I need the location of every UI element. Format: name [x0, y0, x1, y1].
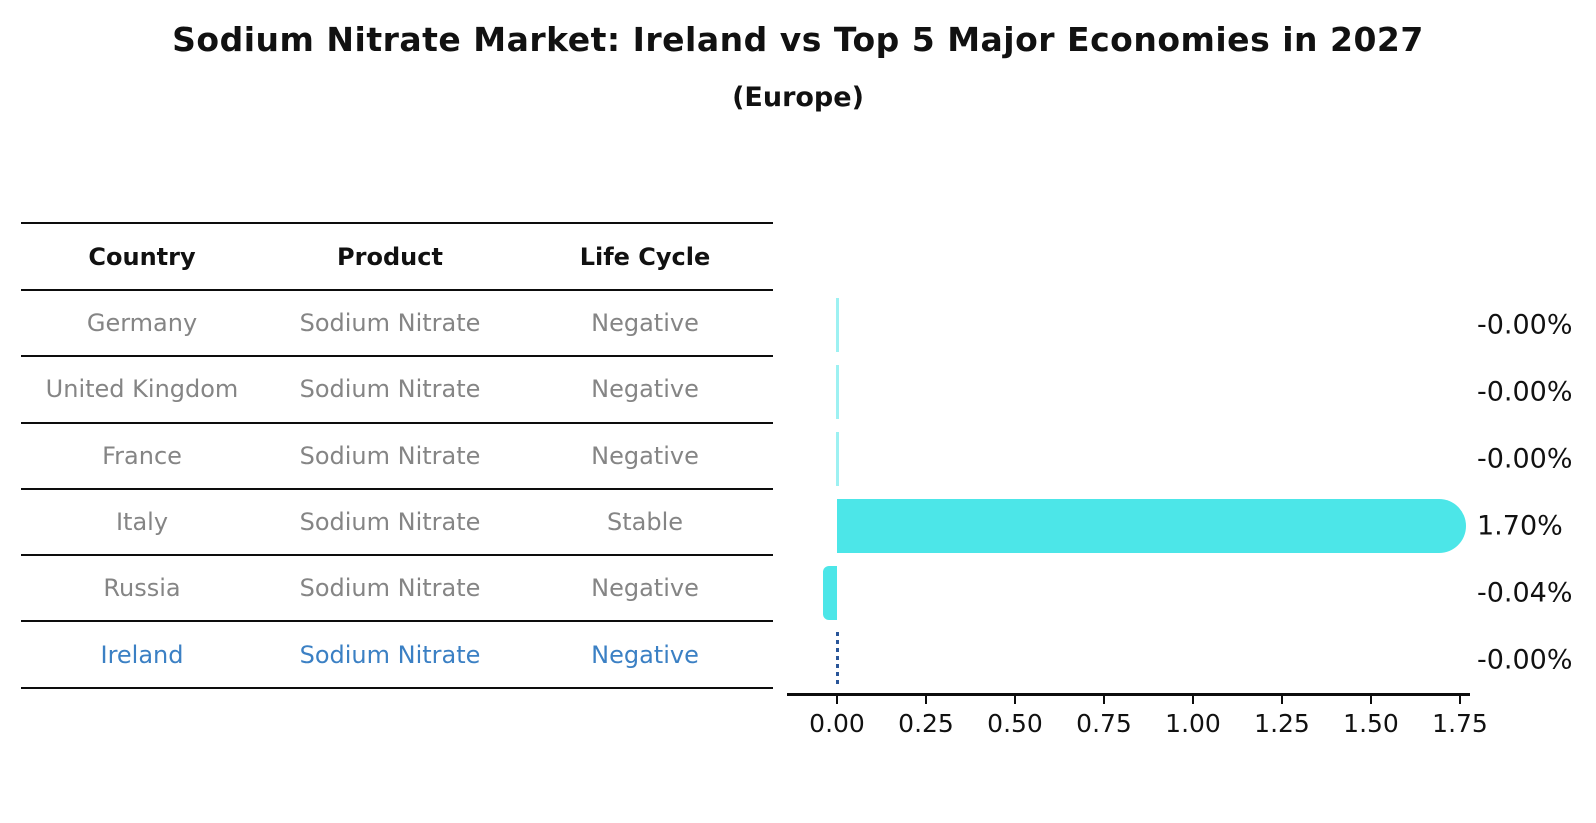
table-cell-life-cycle: Negative	[591, 375, 699, 404]
table-cell-product: Sodium Nitrate	[299, 441, 481, 470]
market-table: Country Product Life Cycle Germany Sodium…	[21, 222, 773, 689]
bar-value-label: -0.00%	[1477, 376, 1573, 407]
column-header-life-cycle: Life Cycle	[579, 242, 711, 271]
table-cell-life-cycle: Negative	[591, 574, 699, 603]
table-cell-product: Sodium Nitrate	[299, 574, 481, 603]
chart-subtitle: (Europe)	[732, 82, 864, 113]
table-cell-product: Sodium Nitrate	[299, 508, 481, 537]
bar-value-label: 1.70%	[1477, 510, 1563, 541]
bar-value-label: -0.00%	[1477, 443, 1573, 474]
x-axis-tick-label: 1.00	[1165, 709, 1221, 738]
x-axis-tick	[925, 696, 927, 704]
table-cell-country: Italy	[115, 508, 169, 537]
x-axis-tick-label: 1.50	[1343, 709, 1399, 738]
bar-value-label: -0.00%	[1477, 644, 1573, 675]
x-axis-tick	[1281, 696, 1283, 704]
table-cell-country: United Kingdom	[45, 375, 239, 404]
x-axis-tick-label: 0.75	[1076, 709, 1132, 738]
bar-germany	[836, 297, 839, 352]
bar-france	[836, 431, 839, 486]
table-cell-life-cycle: Negative	[591, 309, 699, 338]
bar-russia	[823, 565, 837, 620]
chart-title: Sodium Nitrate Market: Ireland vs Top 5 …	[172, 20, 1424, 59]
x-axis-tick	[1459, 696, 1461, 704]
x-axis-tick	[1103, 696, 1105, 704]
plot-area	[787, 291, 1470, 693]
x-axis-tick-label: 1.75	[1432, 709, 1488, 738]
bar-value-label: -0.04%	[1477, 577, 1573, 608]
table-cell-life-cycle: Stable	[606, 508, 684, 537]
x-axis-tick	[1014, 696, 1016, 704]
table-row: Germany Sodium Nitrate Negative	[21, 289, 773, 355]
x-axis-tick-label: 0.25	[898, 709, 954, 738]
table-cell-life-cycle: Negative	[591, 441, 699, 470]
table-cell-country: Ireland	[100, 640, 184, 669]
table-cell-product: Sodium Nitrate	[299, 309, 481, 338]
bar-value-label: -0.00%	[1477, 309, 1573, 340]
table-cell-country: Germany	[86, 309, 198, 338]
market-table-body: Germany Sodium Nitrate Negative United King…	[21, 289, 773, 687]
table-row: Ireland Sodium Nitrate Negative	[21, 620, 773, 686]
bar-united-kingdom	[836, 364, 839, 419]
x-axis-line	[787, 693, 1470, 696]
table-row: Russia Sodium Nitrate Negative	[21, 554, 773, 620]
table-cell-product: Sodium Nitrate	[299, 640, 481, 669]
table-cell-product: Sodium Nitrate	[299, 375, 481, 404]
highlight-zero-dashed-line	[835, 631, 839, 688]
table-cell-country: Russia	[103, 574, 181, 603]
table-row: Italy Sodium Nitrate Stable	[21, 487, 773, 554]
x-axis-tick-label: 1.25	[1254, 709, 1310, 738]
x-axis-tick-label: 0.50	[987, 709, 1043, 738]
x-axis-tick	[836, 696, 838, 704]
table-cell-life-cycle: Negative	[591, 640, 699, 669]
bar-italy	[837, 498, 1466, 553]
x-axis-tick-label: 0.00	[809, 709, 865, 738]
column-header-country: Country	[88, 242, 196, 271]
column-header-product: Product	[337, 242, 443, 271]
table-row: France Sodium Nitrate Negative	[21, 421, 773, 488]
table-header-row: Country Product Life Cycle	[21, 222, 773, 289]
table-cell-country: France	[102, 441, 182, 470]
table-row: United Kingdom Sodium Nitrate Negative	[21, 355, 773, 421]
x-axis-tick	[1192, 696, 1194, 704]
x-axis-tick	[1370, 696, 1372, 704]
